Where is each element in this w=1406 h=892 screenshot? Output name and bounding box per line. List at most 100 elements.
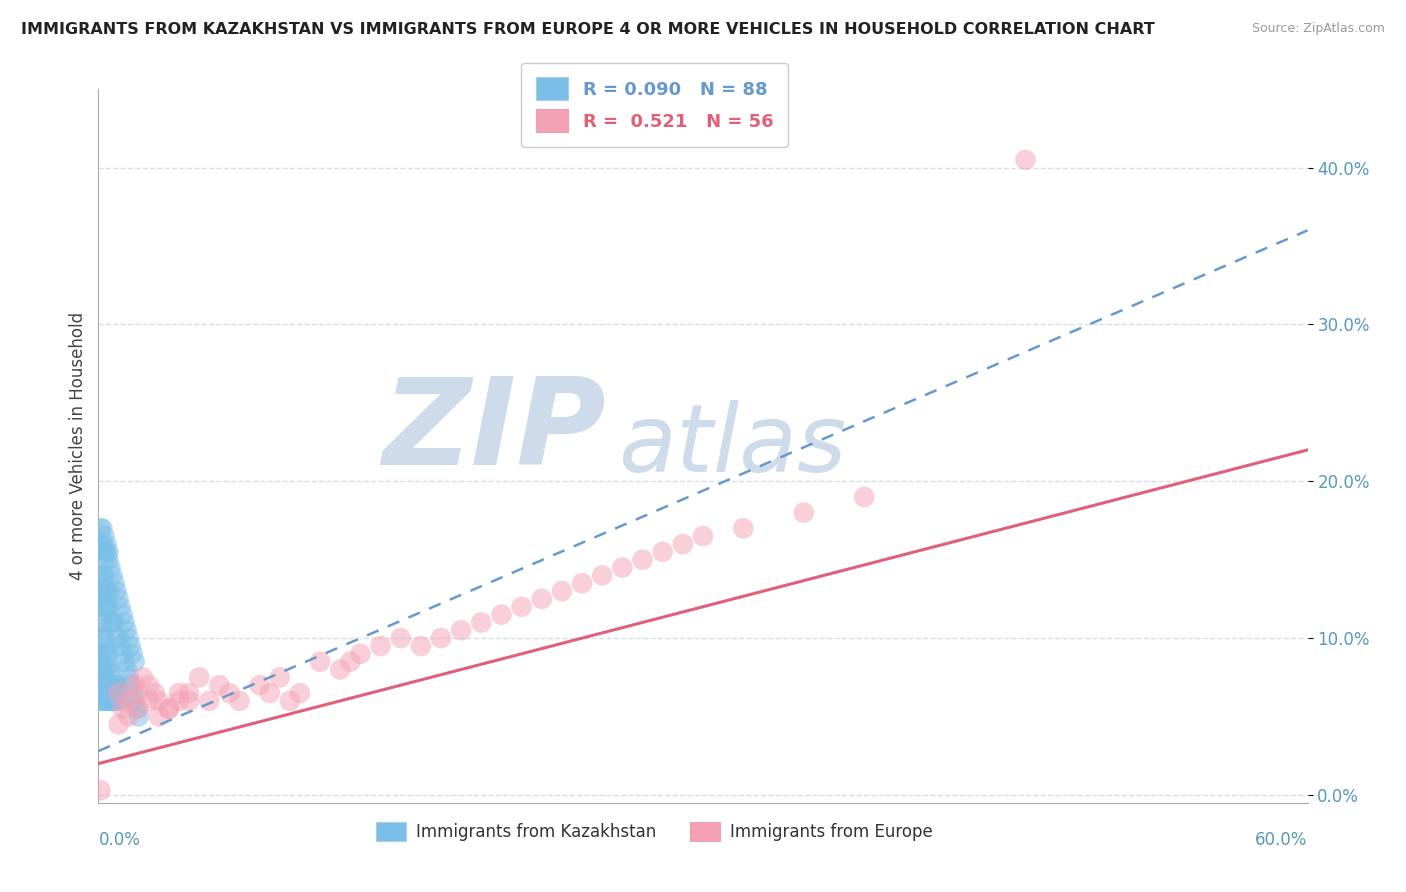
Point (128, 702, 150, 716)
Point (89, 631, 111, 645)
Point (138, 694, 160, 708)
Text: Source: ZipAtlas.com: Source: ZipAtlas.com (1251, 22, 1385, 36)
Point (470, 615, 492, 630)
Point (124, 678, 146, 692)
Point (120, 639, 142, 653)
Point (148, 709, 170, 723)
Point (143, 686, 166, 700)
Point (91, 631, 114, 645)
Point (167, 694, 190, 708)
Point (97, 647, 120, 661)
Point (101, 568, 124, 582)
Point (105, 678, 128, 692)
Point (111, 647, 134, 661)
Point (793, 506, 815, 520)
Point (157, 702, 180, 716)
Point (93, 694, 115, 708)
Point (96, 545, 118, 559)
Point (97, 552, 120, 566)
Point (93, 599, 115, 614)
Point (288, 686, 311, 700)
Point (672, 537, 695, 551)
Point (278, 694, 301, 708)
Point (571, 576, 593, 591)
Point (89, 599, 111, 614)
Point (269, 670, 291, 684)
Point (93, 584, 115, 599)
Point (97, 678, 120, 692)
Point (93, 545, 115, 559)
Point (510, 599, 533, 614)
Point (179, 686, 201, 700)
Point (96, 537, 118, 551)
Point (228, 694, 250, 708)
Point (1014, 153, 1036, 167)
Point (118, 709, 141, 723)
Point (107, 591, 129, 606)
Point (89, 678, 111, 692)
Point (100, 678, 122, 692)
Point (105, 631, 128, 645)
Point (101, 694, 124, 708)
Point (733, 521, 755, 535)
Text: atlas: atlas (619, 401, 846, 491)
Point (89, 537, 111, 551)
Point (179, 694, 201, 708)
Point (651, 545, 673, 559)
Point (93, 615, 115, 630)
Point (89, 521, 111, 535)
Text: IMMIGRANTS FROM KAZAKHSTAN VS IMMIGRANTS FROM EUROPE 4 OR MORE VEHICLES IN HOUSE: IMMIGRANTS FROM KAZAKHSTAN VS IMMIGRANTS… (21, 22, 1154, 37)
Point (91, 647, 114, 661)
Point (188, 670, 211, 684)
Point (89, 568, 111, 582)
Point (120, 678, 142, 692)
Point (103, 576, 125, 591)
Point (118, 670, 141, 684)
Point (530, 591, 553, 606)
Text: 60.0%: 60.0% (1256, 831, 1308, 849)
Point (218, 686, 240, 700)
Point (105, 584, 128, 599)
Point (107, 678, 129, 692)
Point (138, 678, 160, 692)
Point (101, 678, 124, 692)
Point (96, 678, 118, 692)
Point (198, 694, 221, 708)
Point (389, 631, 412, 645)
Point (97, 599, 120, 614)
Point (103, 678, 125, 692)
Point (91, 615, 114, 630)
Point (100, 560, 122, 574)
Point (93, 647, 115, 661)
Point (349, 647, 371, 661)
Point (612, 560, 634, 574)
Point (591, 568, 613, 582)
Text: 0.0%: 0.0% (98, 831, 141, 849)
Point (96, 599, 118, 614)
Point (110, 599, 132, 614)
Point (91, 537, 114, 551)
Point (97, 545, 120, 559)
Point (491, 607, 513, 622)
Point (89, 694, 111, 708)
Point (148, 694, 170, 708)
Point (91, 694, 114, 708)
Point (128, 709, 150, 723)
Point (110, 639, 132, 653)
Point (329, 663, 352, 677)
Point (100, 615, 122, 630)
Point (208, 678, 231, 692)
Point (93, 552, 115, 566)
Point (115, 624, 138, 638)
Point (103, 615, 125, 630)
Point (118, 631, 141, 645)
Point (107, 686, 129, 700)
Point (107, 717, 129, 731)
Point (97, 663, 120, 677)
Point (89, 647, 111, 661)
Point (409, 639, 432, 653)
Point (89, 663, 111, 677)
Point (124, 655, 146, 669)
Point (91, 584, 114, 599)
Point (89, 584, 111, 599)
